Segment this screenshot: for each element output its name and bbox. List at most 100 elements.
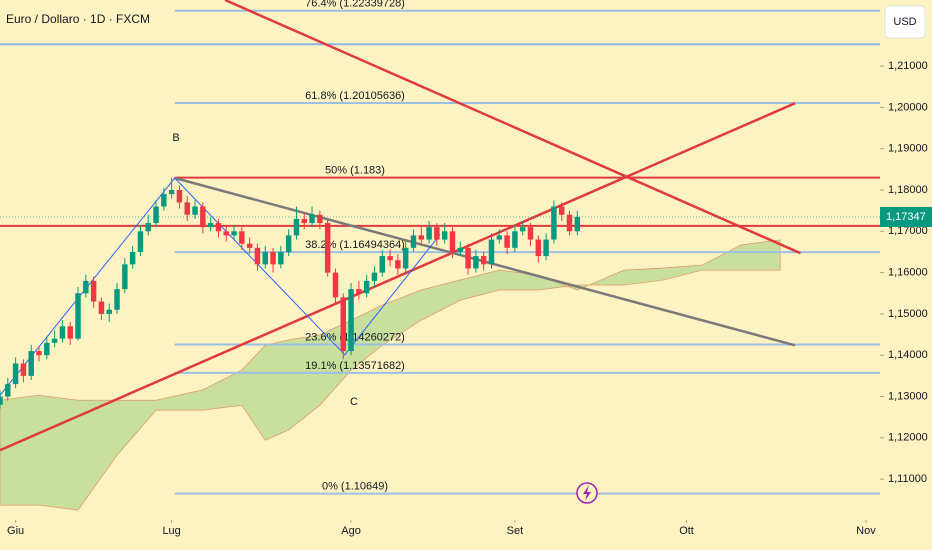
candle-body <box>519 227 526 232</box>
currency-box[interactable] <box>884 5 926 39</box>
candle-body <box>246 243 253 248</box>
currency: USD <box>893 16 916 28</box>
last-price-box <box>880 206 932 227</box>
x-tick-label: Ott <box>679 525 694 537</box>
x-tick-label: Lug <box>162 525 180 537</box>
candle-body <box>176 189 183 203</box>
candle-body <box>106 309 112 314</box>
x-tick-label: Set <box>507 525 524 537</box>
candle-body <box>262 251 268 265</box>
candle-body <box>527 227 534 240</box>
trend-line <box>0 102 796 452</box>
y-tick-label: 1,20000 <box>888 101 928 113</box>
candle-body <box>200 206 206 228</box>
candle-body <box>114 289 120 310</box>
candle-body <box>83 280 89 294</box>
trend-line <box>224 0 801 255</box>
candle-body <box>449 231 456 252</box>
event-icon[interactable] <box>576 482 598 504</box>
candle-body <box>410 235 417 248</box>
candle-body <box>192 206 198 215</box>
last-price-label: 1,17347 <box>886 211 926 223</box>
candle-body <box>324 223 331 273</box>
x-tick-label: Nov <box>856 525 876 537</box>
candle-body <box>379 256 385 273</box>
candle-body <box>426 227 432 240</box>
candle-body <box>441 231 448 240</box>
y-tick-label: 1,16000 <box>888 267 928 279</box>
fib-label: 19.1% (1.13571682) <box>305 360 405 372</box>
candle-body <box>395 260 401 269</box>
fib-label: 61.8% (1.20105636) <box>305 90 405 102</box>
candle-body <box>332 272 339 298</box>
candle-body <box>12 363 19 385</box>
candle-body <box>434 227 440 240</box>
candle-body <box>254 247 261 265</box>
candle-body <box>535 239 542 257</box>
y-tick-label: 1,14000 <box>888 349 928 361</box>
candle-body <box>285 235 292 252</box>
fib-label: 50% (1.183) <box>325 165 385 177</box>
candle-body <box>184 202 190 215</box>
candle-body <box>90 280 97 302</box>
candle-body <box>137 231 144 252</box>
candle-body <box>480 256 487 265</box>
x-tick-label: Ago <box>341 525 361 537</box>
candle-body <box>0 396 3 405</box>
candle-body <box>387 256 393 261</box>
candle-body <box>59 326 66 339</box>
candle-body <box>293 218 300 236</box>
y-tick-label: 1,19000 <box>888 143 928 155</box>
candle-body <box>465 247 471 269</box>
candle-body <box>558 206 565 215</box>
y-tick-label: 1,17000 <box>888 225 928 237</box>
y-tick-label: 1,18000 <box>888 184 928 196</box>
y-tick-label: 1,21000 <box>888 60 928 72</box>
candle-body <box>543 239 549 257</box>
candle-body <box>363 280 370 294</box>
candle-body <box>473 256 479 269</box>
candle-body <box>168 189 175 195</box>
candle-body <box>574 216 581 232</box>
candle-body <box>371 272 378 281</box>
candle-body <box>67 326 73 339</box>
y-tick-label: 1,13000 <box>888 390 928 402</box>
y-tick-label: 1,15000 <box>888 308 928 320</box>
candle-body <box>44 342 50 356</box>
pattern-label: B <box>172 132 179 144</box>
candle-body <box>98 301 105 314</box>
candle-body <box>566 214 573 232</box>
candle-body <box>215 223 222 232</box>
candle-body <box>223 231 229 236</box>
candle-body <box>122 264 128 290</box>
candle-body <box>153 206 159 224</box>
candle-body <box>512 231 518 248</box>
candle-body <box>488 239 495 265</box>
candle-body <box>145 223 151 232</box>
y-tick-label: 1,11000 <box>888 473 927 485</box>
fib-label: 38.2% (1.16494364) <box>305 239 405 251</box>
candle-body <box>301 218 307 224</box>
candle-body <box>504 235 510 248</box>
candle-body <box>317 214 323 224</box>
candle-body <box>309 214 315 224</box>
candle-body <box>270 251 276 265</box>
candle-body <box>207 223 214 228</box>
fib-label: 76.4% (1.22339728) <box>305 0 405 10</box>
candle-body <box>356 289 362 294</box>
candle-body <box>496 235 503 240</box>
candle-body <box>231 231 237 236</box>
pattern-label: C <box>350 396 358 408</box>
fib-label: 0% (1.10649) <box>322 481 388 493</box>
candle-body <box>348 289 354 352</box>
candle-body <box>402 247 409 269</box>
candle-body <box>20 363 27 376</box>
candle-body <box>161 194 167 207</box>
fib-label: 23.6% (1.14260272) <box>305 331 405 343</box>
candle-body <box>340 297 346 352</box>
candle-body <box>129 251 136 265</box>
candle-body <box>51 338 58 343</box>
candle-body <box>551 206 557 240</box>
candle-body <box>28 351 34 376</box>
